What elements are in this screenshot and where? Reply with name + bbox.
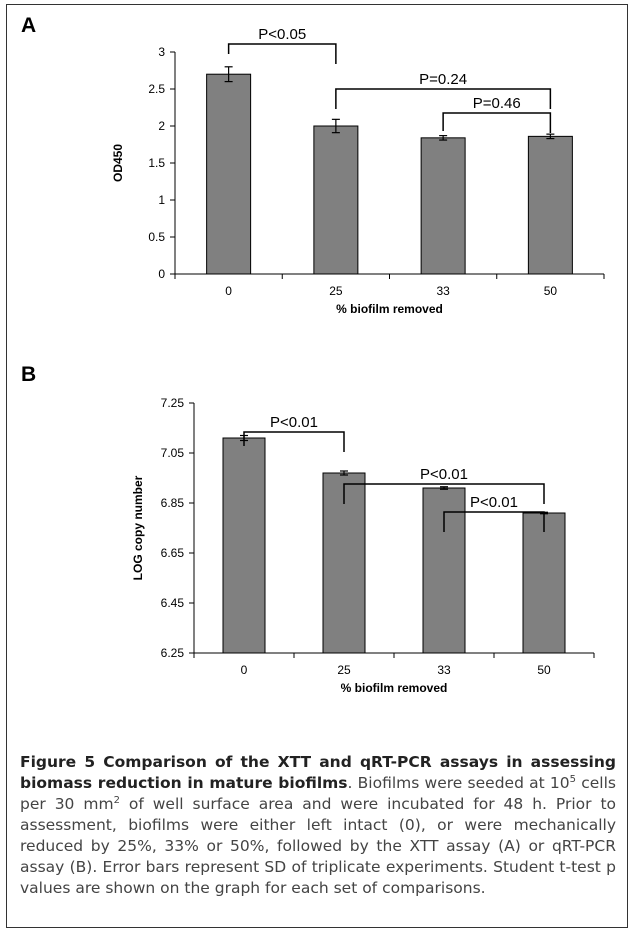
y-axis-title: LOG copy number <box>131 475 145 580</box>
y-tick-label: 3 <box>158 45 165 59</box>
panel-label-b: B <box>21 363 37 386</box>
x-tick-label: 50 <box>544 284 558 298</box>
caption-text-3: of well surface area and were incubated … <box>20 795 617 897</box>
x-tick-label: 50 <box>537 663 551 677</box>
caption-sup-1: 5 <box>569 773 577 785</box>
y-tick-label: 7.25 <box>161 396 185 410</box>
caption-text-1: . Biofilms were seeded at 10 <box>347 774 570 792</box>
caption-sup-2: 2 <box>113 794 120 806</box>
x-axis-title: % biofilm removed <box>341 681 448 695</box>
x-tick-label: 33 <box>436 284 450 298</box>
y-tick-label: 6.45 <box>161 596 185 610</box>
y-tick-label: 6.85 <box>161 496 185 510</box>
chart-a: 0 0.5 1 1.5 2 2.5 3 0 25 33 50 % biofilm removed OD4… <box>111 26 605 316</box>
y-axis-title: OD450 <box>111 144 125 182</box>
figure-caption: Figure 5 Comparison of the XTT and qRT-P… <box>20 752 616 899</box>
y-tick-label: 0 <box>158 267 165 281</box>
panel-label-a: A <box>21 14 37 37</box>
comparison-label: P=0.24 <box>419 71 467 88</box>
x-tick-label: 25 <box>337 663 351 677</box>
y-tick-label: 0.5 <box>148 230 165 244</box>
comparison-label: P<0.01 <box>420 466 468 483</box>
y-tick-label: 6.25 <box>161 646 185 660</box>
comparison-label: P<0.01 <box>470 494 518 511</box>
x-axis-title: % biofilm removed <box>336 302 443 316</box>
comparison-label: P<0.05 <box>258 26 306 43</box>
x-tick-label: 0 <box>225 284 232 298</box>
y-tick-label: 1.5 <box>148 156 165 170</box>
bar <box>527 135 573 275</box>
comparison-bracket <box>442 112 552 133</box>
y-tick-label: 6.65 <box>161 546 185 560</box>
comparison-bracket <box>343 483 545 504</box>
y-tick-label: 1 <box>158 193 165 207</box>
comparison-bracket <box>227 43 337 64</box>
comparison-bracket <box>335 88 552 109</box>
y-tick-label: 7.05 <box>161 446 185 460</box>
y-tick-label: 2 <box>158 119 165 133</box>
x-tick-label: 33 <box>437 663 451 677</box>
comparison-bracket <box>443 511 545 532</box>
comparison-label: P<0.01 <box>270 414 318 431</box>
bar <box>222 437 266 654</box>
chart-b: 6.25 6.45 6.65 6.85 7.05 7.25 0 25 33 50 % biofilm… <box>131 396 595 695</box>
comparison-label: P=0.46 <box>473 95 521 112</box>
y-tick-label: 2.5 <box>148 82 165 96</box>
x-tick-label: 25 <box>329 284 343 298</box>
comparison-bracket <box>243 431 345 452</box>
bar <box>522 512 566 654</box>
caption-title: Figure 5 Comparison of the XTT and qRT-P… <box>20 753 616 792</box>
caption-text-2: cells per 30 mm <box>20 774 616 813</box>
x-tick-label: 0 <box>241 663 248 677</box>
